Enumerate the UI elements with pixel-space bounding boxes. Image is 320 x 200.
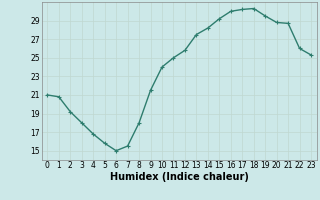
X-axis label: Humidex (Indice chaleur): Humidex (Indice chaleur) xyxy=(110,172,249,182)
